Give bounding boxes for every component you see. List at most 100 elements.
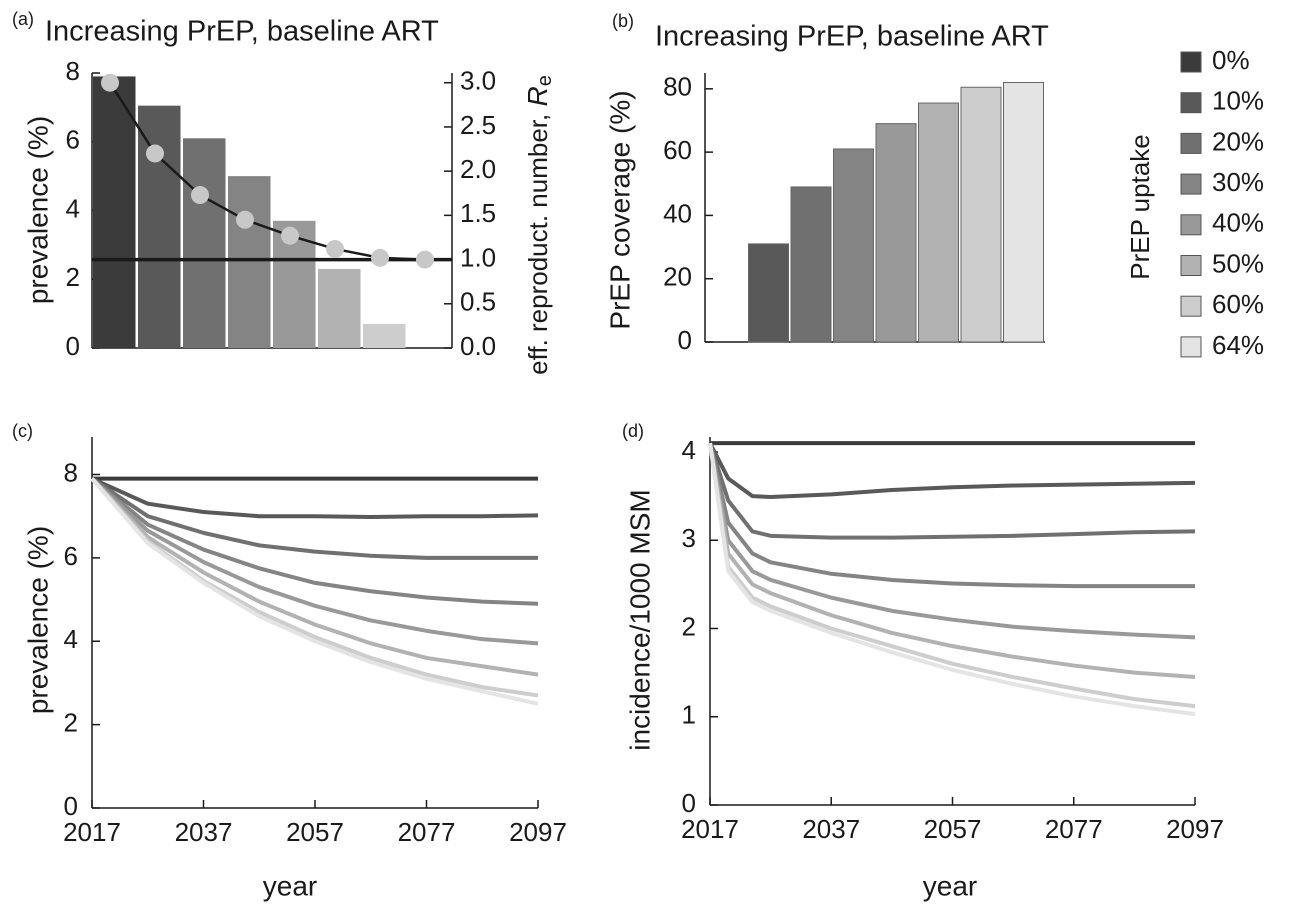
bar <box>363 323 406 348</box>
re-marker <box>191 186 209 205</box>
legend-swatch <box>1180 173 1202 195</box>
y-tick-label: 4 <box>66 193 80 223</box>
y2-tick-label: 0.5 <box>460 287 496 317</box>
series-line <box>708 442 1196 540</box>
x-tick-label: 2057 <box>924 814 982 844</box>
y-axis-label: PrEP coverage (%) <box>604 90 635 329</box>
series-line <box>90 477 539 706</box>
series-line <box>90 477 538 560</box>
y-tick-label: 8 <box>64 457 78 487</box>
bar <box>918 102 959 343</box>
y-tick-label: 6 <box>66 125 80 155</box>
y2-tick-label: 1.5 <box>460 198 496 228</box>
y-tick-label: 8 <box>66 56 80 86</box>
x-tick-label: 2097 <box>1166 814 1224 844</box>
legend-swatch <box>1180 132 1202 154</box>
panel-label: (a) <box>12 9 34 29</box>
x-tick-label: 2077 <box>1045 814 1103 844</box>
y-tick-label: 0 <box>66 331 80 361</box>
x-axis-label: year <box>923 870 977 901</box>
y-axis-label: prevalence (%) <box>22 526 53 714</box>
series-line <box>90 477 539 677</box>
bar <box>183 138 226 348</box>
re-marker <box>371 248 389 267</box>
x-tick-label: 2037 <box>802 814 860 844</box>
bar <box>748 243 789 343</box>
y2-tick-label: 3.0 <box>460 66 496 96</box>
y-tick-label: 0 <box>678 325 692 355</box>
bar <box>318 268 361 348</box>
y2-tick-label: 0.0 <box>460 331 496 361</box>
re-marker <box>236 210 254 229</box>
chart-title: Increasing PrEP, baseline ART <box>45 16 439 48</box>
series-line <box>708 442 1196 640</box>
series-line <box>708 442 1196 709</box>
y-tick-label: 80 <box>663 72 692 102</box>
bar <box>93 76 136 348</box>
y-tick-label: 4 <box>64 624 78 654</box>
y-tick-label: 2 <box>682 611 696 641</box>
legend-swatch <box>1180 51 1202 73</box>
x-tick-label: 2037 <box>175 817 233 847</box>
y2-axis-label: eff. reproduct. number, Re <box>522 75 556 375</box>
series-line <box>90 477 539 646</box>
legend-swatch <box>1180 295 1202 317</box>
legend-label: 64% <box>1212 330 1264 360</box>
legend-swatch <box>1180 255 1202 276</box>
y-tick-label: 2 <box>66 262 80 292</box>
series-line <box>91 476 539 520</box>
y-tick-label: 60 <box>663 135 692 165</box>
panel-label: (b) <box>612 11 634 31</box>
legend-label: 0% <box>1212 45 1250 75</box>
re-marker <box>281 226 299 245</box>
y-tick-label: 0 <box>682 788 696 818</box>
legend-swatch <box>1180 214 1202 236</box>
series-line <box>708 442 1196 680</box>
bar <box>138 105 181 348</box>
legend-label: 10% <box>1212 86 1264 116</box>
x-tick-label: 2017 <box>63 817 121 847</box>
y2-tick-label: 1.0 <box>460 242 496 272</box>
x-tick-label: 2057 <box>286 817 344 847</box>
y2-tick-label: 2.0 <box>460 154 496 184</box>
re-marker <box>326 239 344 258</box>
legend-label: 20% <box>1212 126 1264 156</box>
bar <box>960 86 1002 343</box>
series-line <box>708 442 1196 500</box>
y-tick-label: 20 <box>663 262 692 292</box>
panel-label: (c) <box>12 421 33 441</box>
x-axis-label: year <box>263 870 317 901</box>
series-line <box>708 442 1196 717</box>
series-line <box>708 442 1195 589</box>
y2-label-subscript: e <box>534 75 556 86</box>
re-marker <box>416 250 434 269</box>
re-marker <box>146 144 164 163</box>
bar <box>1003 81 1044 343</box>
y-axis-label: incidence/1000 MSM <box>624 489 655 750</box>
re-marker <box>101 73 119 92</box>
y-tick-label: 0 <box>64 791 78 821</box>
panel-label: (d) <box>622 421 644 441</box>
y2-label-text: eff. reproduct. number, <box>523 107 553 375</box>
bar <box>875 123 917 343</box>
y2-tick-label: 2.5 <box>460 110 496 140</box>
legend-title: PrEP uptake <box>1125 134 1155 280</box>
x-tick-label: 2077 <box>398 817 456 847</box>
x-tick-label: 2017 <box>681 814 739 844</box>
series-line <box>90 477 539 606</box>
legend-label: 50% <box>1212 248 1264 278</box>
x-tick-label: 2097 <box>509 817 567 847</box>
legend-label: 30% <box>1212 167 1264 197</box>
y-tick-label: 2 <box>64 708 78 738</box>
y-tick-label: 1 <box>682 700 696 730</box>
y-tick-label: 3 <box>682 523 696 553</box>
y2-label-symbol: R <box>522 86 553 106</box>
y-tick-label: 6 <box>64 541 78 571</box>
y-tick-label: 40 <box>663 198 692 228</box>
bar <box>790 186 832 343</box>
y-tick-label: 4 <box>682 435 696 465</box>
bar <box>833 148 874 343</box>
bar <box>228 176 271 348</box>
legend-swatch <box>1180 336 1202 358</box>
